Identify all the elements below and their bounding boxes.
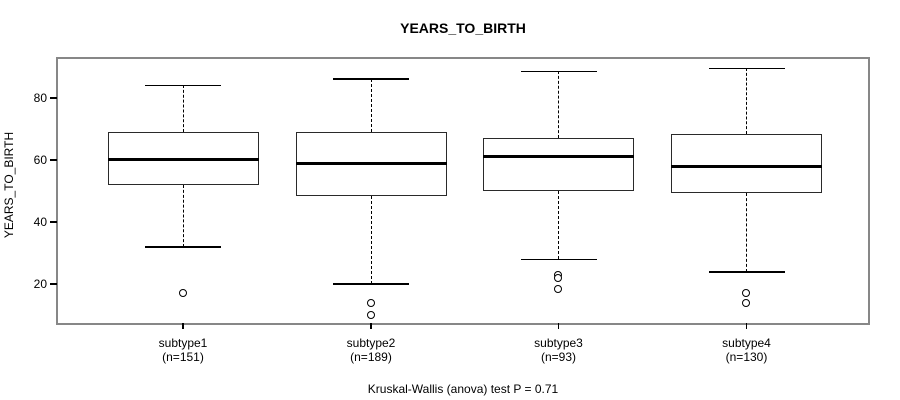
median-line [295,161,447,165]
lower-whisker-cap [333,283,409,285]
upper-whisker-stem [746,68,747,134]
group-name: subtype4 [722,336,771,350]
x-axis-tick [182,323,184,329]
x-axis-tick [557,323,560,329]
y-axis-tick-label: 80 [33,90,47,105]
median-line [483,155,634,159]
outlier-point [554,284,563,293]
y-axis-tick [50,283,57,285]
upper-whisker-stem [370,79,372,132]
lower-whisker-cap [708,271,785,273]
outlier-point [178,289,187,298]
x-axis-group-label: subtype4 (n=130) [662,336,832,364]
upper-whisker-stem [182,85,184,132]
outlier-point [554,273,563,282]
upper-whisker-cap [708,67,785,70]
y-axis-tick [50,159,57,161]
upper-whisker-cap [333,78,409,80]
x-axis-group-label: subtype3 (n=93) [474,336,644,364]
iqr-box [483,138,634,191]
y-axis-tick [50,221,57,223]
y-axis-tick-label: 40 [33,215,47,230]
group-count: (n=93) [540,350,577,364]
lower-whisker-stem [370,195,372,285]
group-name: subtype3 [534,336,583,350]
outlier-point [366,298,375,307]
lower-whisker-stem [558,191,559,260]
lower-whisker-cap [520,258,597,261]
iqr-box [671,133,822,193]
group-name: subtype2 [346,336,396,350]
upper-whisker-cap [145,84,221,87]
outlier-point [742,289,751,298]
upper-whisker-stem [558,71,559,139]
upper-whisker-cap [520,70,597,73]
y-axis-tick [50,97,57,99]
lower-whisker-stem [182,184,184,247]
y-axis-tick-label: 60 [33,152,47,167]
group-count: (n=130) [725,350,768,364]
x-axis-group-label: subtype2 (n=189) [286,336,456,364]
median-line [107,158,259,162]
lower-whisker-stem [746,192,747,272]
y-axis-tick-label: 20 [33,277,47,292]
outlier-point [742,298,751,307]
outlier-point [366,311,375,320]
group-name: subtype1 [158,336,208,350]
x-axis-group-label: subtype1 (n=151) [98,336,268,364]
group-count: (n=189) [350,350,392,364]
chart-title: YEARS_TO_BIRTH [400,20,526,36]
median-line [671,164,822,168]
group-count: (n=151) [162,350,204,364]
lower-whisker-cap [145,246,221,248]
x-axis-tick [745,323,748,329]
x-axis-tick [370,323,372,329]
iqr-box [107,131,259,185]
kruskal-wallis-annotation: Kruskal-Wallis (anova) test P = 0.71 [367,382,559,396]
